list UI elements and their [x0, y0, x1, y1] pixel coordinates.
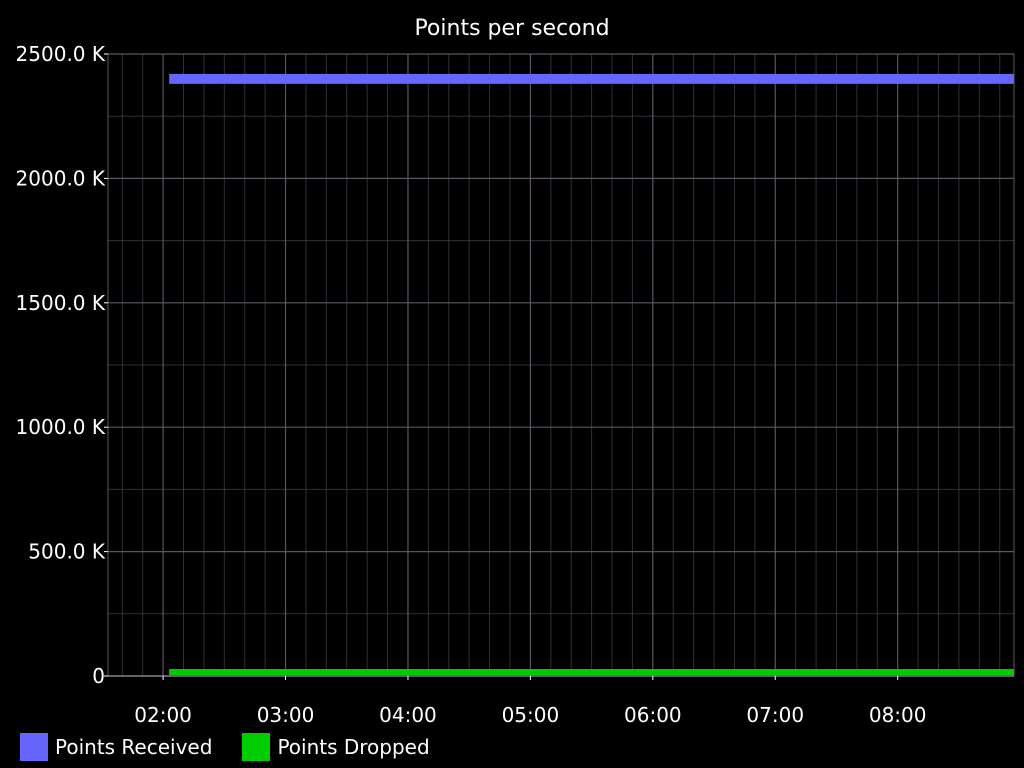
- legend: Points Received Points Dropped: [20, 732, 460, 762]
- y-tick-label: 500.0 K: [28, 540, 106, 564]
- x-tick-label: 08:00: [869, 703, 927, 727]
- y-tick-label: 2500.0 K: [16, 42, 106, 66]
- legend-label-points-received: Points Received: [55, 735, 213, 759]
- legend-label-points-dropped: Points Dropped: [277, 735, 430, 759]
- y-tick-label: 2000.0 K: [16, 166, 106, 190]
- x-tick-label: 05:00: [502, 703, 560, 727]
- x-axis-ticks: 02:00 03:00 04:00 05:00 06:00 07:00 08:00: [134, 676, 927, 727]
- y-tick-label: 1500.0 K: [16, 291, 106, 315]
- y-tick-label: 1000.0 K: [16, 415, 106, 439]
- x-tick-label: 03:00: [257, 703, 315, 727]
- legend-item-points-received: Points Received: [20, 733, 212, 761]
- chart-title: Points per second: [414, 16, 609, 41]
- y-axis-ticks: 0 500.0 K 1000.0 K 1500.0 K 2000.0 K 2500.0 K: [16, 42, 108, 688]
- axes: [107, 53, 1015, 677]
- minor-grid: [108, 54, 1014, 676]
- legend-swatch-points-dropped: [242, 733, 271, 761]
- legend-item-points-dropped: Points Dropped: [242, 733, 430, 761]
- x-tick-label: 06:00: [624, 703, 682, 727]
- x-tick-label: 04:00: [379, 703, 437, 727]
- legend-swatch-points-received: [20, 733, 48, 761]
- series-lines: [169, 73, 1014, 675]
- x-tick-label: 07:00: [746, 703, 804, 727]
- y-tick-label: 0: [92, 664, 105, 688]
- x-tick-label: 02:00: [134, 703, 192, 727]
